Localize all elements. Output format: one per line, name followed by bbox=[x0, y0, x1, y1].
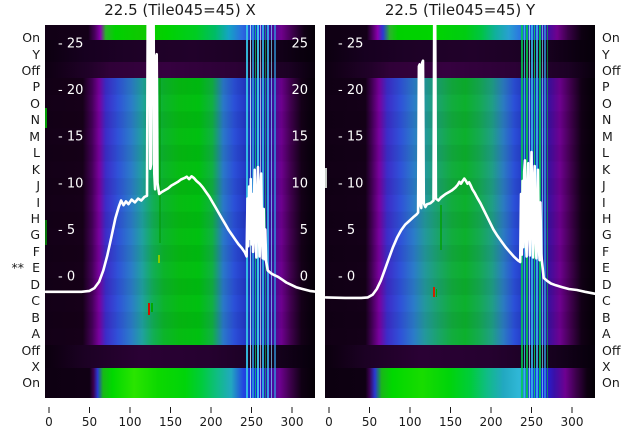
y-tick-label: - 15 bbox=[58, 130, 83, 145]
row-label: M bbox=[602, 128, 613, 144]
heatmap-marks bbox=[148, 255, 160, 315]
row-label: A bbox=[31, 326, 40, 342]
x-tick-label: 250 bbox=[240, 415, 263, 429]
row-label: J bbox=[36, 178, 40, 193]
right-panel-title: 22.5 (Tile045=45) Y bbox=[384, 1, 536, 19]
row-label: K bbox=[31, 161, 40, 177]
row-label: H bbox=[602, 210, 612, 226]
x-tick-label: 200 bbox=[480, 415, 503, 429]
row-label: X bbox=[31, 359, 40, 374]
y-tick-label: - 25 bbox=[338, 37, 363, 52]
row-label: Off bbox=[602, 342, 621, 358]
row-label: On bbox=[602, 30, 620, 45]
y-tick-label: - 20 bbox=[58, 83, 83, 98]
row-label: Off bbox=[21, 342, 40, 358]
x-tick-label: 100 bbox=[119, 415, 142, 429]
y-tick-labels: - 0 - 5 - 10 - 15 - 20 - 25 bbox=[338, 37, 363, 285]
row-label: P bbox=[602, 79, 610, 95]
row-label: G bbox=[30, 227, 40, 243]
row-label: N bbox=[602, 112, 612, 128]
left-panel-title: 22.5 (Tile045=45) X bbox=[104, 1, 256, 19]
row-label: K bbox=[602, 161, 611, 177]
profile-line bbox=[325, 25, 595, 300]
row-label: B bbox=[31, 309, 40, 325]
heatmap-panel-y: - 0 - 5 - 10 - 15 - 20 - 25 0 50 100 150 200 250 300 bbox=[325, 25, 595, 429]
row-label: I bbox=[36, 194, 40, 210]
y-tick-label-right: 0 bbox=[300, 270, 308, 285]
heatmap-marks bbox=[433, 287, 437, 297]
row-label: E bbox=[602, 260, 610, 276]
row-label: P bbox=[32, 79, 40, 95]
x-tick-label: 0 bbox=[45, 415, 53, 429]
x-tick-label: 250 bbox=[520, 415, 543, 429]
row-label: On bbox=[22, 30, 40, 45]
x-tick-label: 100 bbox=[399, 415, 422, 429]
x-tick-label: 0 bbox=[325, 415, 333, 429]
row-label: E bbox=[32, 260, 40, 276]
row-label: D bbox=[602, 276, 612, 292]
row-label: J bbox=[602, 178, 606, 193]
y-tick-label: - 10 bbox=[338, 176, 363, 191]
y-tick-label: - 20 bbox=[338, 83, 363, 98]
row-label: Off bbox=[21, 62, 40, 78]
row-label: C bbox=[31, 293, 40, 309]
y-tick-label: - 25 bbox=[58, 37, 83, 52]
row-label: X bbox=[602, 359, 611, 374]
x-axis: 0 50 100 150 200 250 300 bbox=[45, 407, 303, 429]
x-tick-label: 150 bbox=[159, 415, 182, 429]
row-label: A bbox=[602, 326, 611, 342]
y-tick-label-right: 20 bbox=[291, 83, 308, 98]
y-tick-label-right: 15 bbox=[291, 130, 308, 145]
y-tick-label-right: 25 bbox=[291, 37, 308, 52]
row-label: D bbox=[30, 276, 40, 292]
heatmap-bands bbox=[45, 25, 315, 398]
row-label: N bbox=[30, 112, 40, 128]
y-tick-label: - 15 bbox=[338, 130, 363, 145]
row-label: B bbox=[602, 309, 611, 325]
x-tick-label: 200 bbox=[200, 415, 223, 429]
heatmap-panel-x: - 0 0- 5 5- 10 10- 15 15- 20 20- 25 250 50 100 15… bbox=[45, 25, 315, 429]
profile-line bbox=[45, 25, 315, 294]
y-tick-label: - 10 bbox=[58, 176, 83, 191]
row-label: Y bbox=[32, 46, 40, 62]
row-label: M bbox=[29, 128, 40, 144]
row-label: On bbox=[602, 375, 620, 391]
y-tick-label: - 5 bbox=[338, 223, 355, 238]
x-tick-label: 300 bbox=[561, 415, 584, 429]
row-label: On bbox=[22, 375, 40, 391]
x-tick-label: 50 bbox=[82, 415, 97, 429]
row-label: F bbox=[602, 243, 610, 259]
y-tick-label: - 0 bbox=[58, 270, 75, 285]
row-label: L bbox=[33, 145, 40, 161]
row-label: C bbox=[602, 293, 611, 309]
row-label: O bbox=[30, 95, 40, 111]
y-tick-label: - 0 bbox=[338, 270, 355, 285]
y-tick-label-right: 10 bbox=[291, 176, 308, 191]
row-label: Y bbox=[602, 46, 610, 62]
row-label: I bbox=[602, 194, 606, 210]
y-tick-labels: - 0 0 - 5 5 - 10 10 - 15 15 - 20 20 - 25 25 bbox=[58, 37, 308, 285]
y-tick-label: - 5 bbox=[58, 223, 75, 238]
row-label: H bbox=[30, 210, 40, 226]
row-marker: ** bbox=[11, 260, 25, 276]
x-axis: 0 50 100 150 200 250 300 bbox=[325, 407, 583, 429]
x-tick-label: 50 bbox=[362, 415, 377, 429]
row-label: G bbox=[602, 227, 612, 243]
row-label: F bbox=[32, 243, 40, 259]
row-label: O bbox=[602, 95, 612, 111]
row-label: L bbox=[602, 145, 609, 161]
row-label: Off bbox=[602, 62, 621, 78]
x-tick-label: 300 bbox=[281, 415, 304, 429]
x-tick-label: 150 bbox=[439, 415, 462, 429]
y-tick-label-right: 5 bbox=[300, 223, 308, 238]
